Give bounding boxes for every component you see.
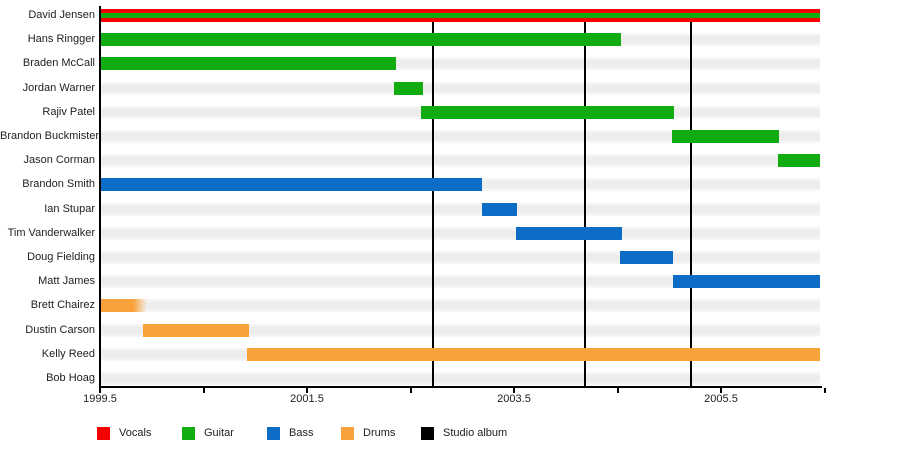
row-label: Bob Hoag — [46, 372, 95, 384]
row-band — [100, 251, 820, 264]
row-band — [100, 275, 820, 289]
row-label: Braden McCall — [22, 57, 95, 70]
legend-label: Bass — [289, 427, 314, 439]
timeline-bar — [100, 33, 621, 47]
row-band — [100, 226, 820, 240]
studio-album-line — [584, 9, 587, 386]
row-label: Brandon Smith — [22, 178, 95, 191]
row-label: David Jensen — [28, 9, 95, 21]
timeline-bar — [481, 202, 518, 216]
legend-swatch-studio_album — [421, 427, 434, 440]
axis-tick — [409, 387, 412, 393]
row-label: Jordan Warner — [22, 81, 95, 94]
row-label: Dustin Carson — [25, 323, 95, 336]
tick-label: 1999.5 — [83, 393, 117, 405]
row-label: Ian Stupar — [44, 202, 95, 215]
row-label: Matt James — [38, 275, 95, 288]
axis-tick — [513, 387, 515, 393]
axis-tick — [823, 387, 826, 393]
row-label: Tim Vanderwalker — [7, 226, 95, 239]
x-axis — [98, 385, 822, 388]
row-label: Kelly Reed — [41, 347, 95, 360]
legend-label: Vocals — [119, 427, 152, 439]
timeline-bar — [100, 57, 396, 71]
legend-label: Drums — [363, 427, 396, 439]
axis-tick — [202, 387, 205, 393]
studio-album-line — [432, 9, 435, 386]
row-band — [100, 81, 820, 95]
row-label: Rajiv Patel — [42, 105, 95, 118]
timeline-bar — [100, 178, 482, 192]
row-label: Brett Chairez — [30, 299, 95, 312]
y-axis — [98, 6, 101, 388]
legend-swatch-guitar — [182, 427, 195, 440]
row-band — [100, 299, 820, 313]
axis-tick — [720, 387, 722, 393]
timeline-bar — [420, 105, 675, 119]
tick-label: 2005.5 — [704, 393, 738, 405]
timeline-bar — [100, 299, 147, 313]
timeline-bar — [673, 275, 820, 289]
timeline-bar — [393, 81, 423, 95]
timeline-bar — [672, 130, 779, 143]
axis-tick — [99, 387, 101, 393]
row-band — [100, 202, 820, 216]
row-band — [100, 323, 820, 337]
row-label: Doug Fielding — [27, 251, 95, 263]
timeline-bar — [516, 226, 622, 240]
timeline-bar — [777, 154, 820, 168]
row-band — [100, 372, 820, 385]
tick-label: 2003.5 — [497, 393, 531, 405]
legend-swatch-drums — [341, 427, 354, 440]
timeline-bar — [619, 251, 674, 264]
legend-label: Studio album — [443, 427, 508, 439]
axis-tick — [616, 387, 619, 393]
row-label: Hans Ringger — [27, 33, 95, 46]
timeline-bar — [246, 347, 820, 361]
tick-label: 2001.5 — [290, 393, 324, 405]
legend-label: Guitar — [204, 427, 234, 439]
second-role-stripe — [100, 13, 820, 18]
legend-swatch-vocals — [97, 427, 110, 440]
timeline-bar — [100, 9, 820, 22]
axis-tick — [306, 387, 308, 393]
row-label: Jason Corman — [23, 154, 95, 167]
legend-swatch-bass — [267, 427, 280, 440]
studio-album-line — [689, 9, 692, 386]
row-band — [100, 130, 820, 143]
row-label: Brandon Buckmister — [0, 130, 100, 142]
row-band — [100, 154, 820, 168]
timeline-bar — [143, 323, 250, 337]
